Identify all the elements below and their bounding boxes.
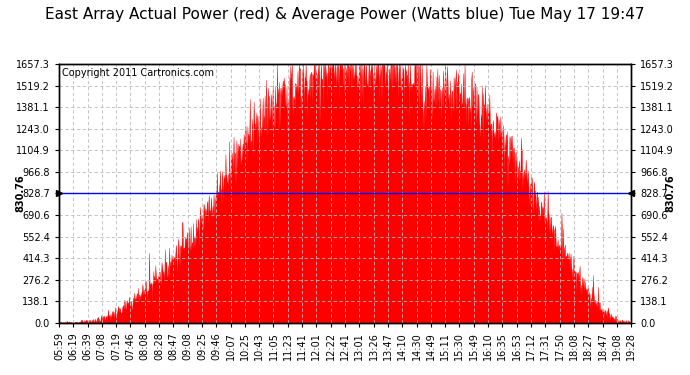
Text: Copyright 2011 Cartronics.com: Copyright 2011 Cartronics.com xyxy=(61,68,214,78)
Text: East Array Actual Power (red) & Average Power (Watts blue) Tue May 17 19:47: East Array Actual Power (red) & Average … xyxy=(46,8,644,22)
Text: 830.76: 830.76 xyxy=(15,174,25,212)
Text: 830.76: 830.76 xyxy=(665,174,675,212)
